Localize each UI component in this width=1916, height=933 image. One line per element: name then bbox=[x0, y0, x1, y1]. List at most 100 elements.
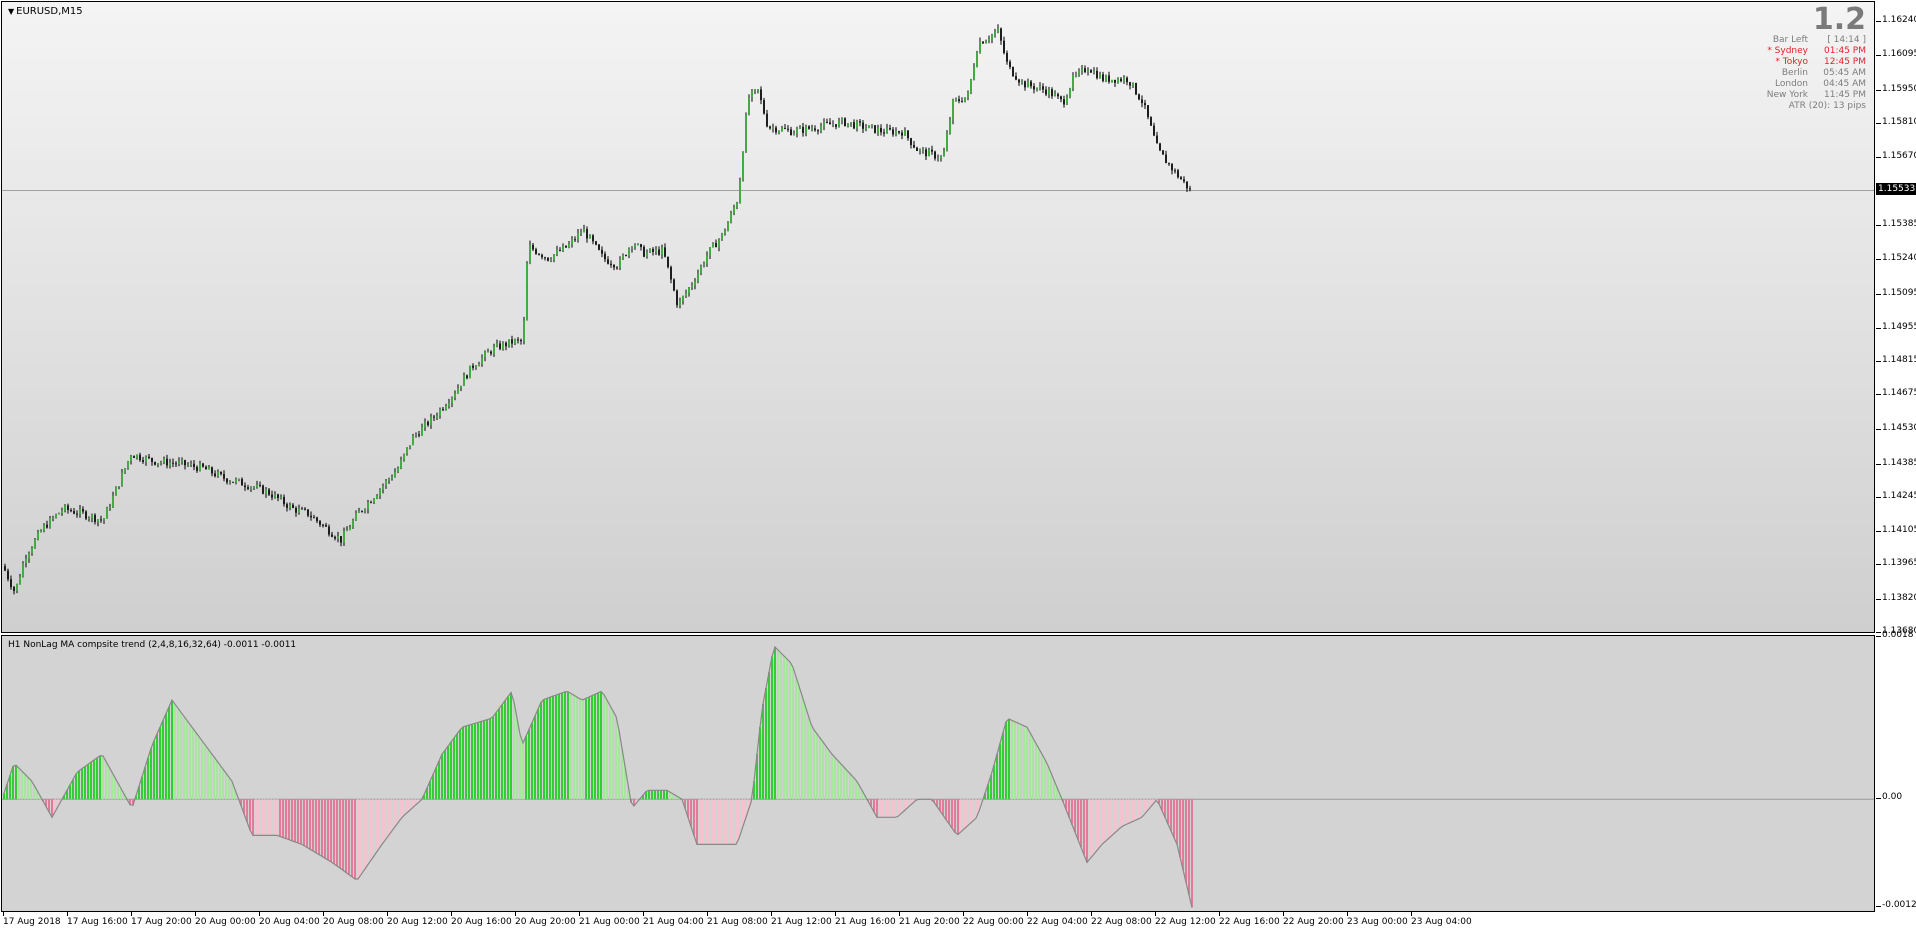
candle bbox=[733, 204, 735, 216]
time-label: 17 Aug 2018 bbox=[3, 917, 61, 927]
candle bbox=[736, 201, 738, 210]
candle bbox=[322, 523, 324, 528]
candle bbox=[82, 506, 84, 514]
candle bbox=[7, 568, 9, 582]
candle bbox=[100, 515, 102, 523]
candle bbox=[1108, 71, 1110, 84]
candle bbox=[529, 240, 531, 265]
candle bbox=[1012, 66, 1014, 77]
candle bbox=[280, 494, 282, 500]
candle bbox=[937, 154, 939, 162]
time-label: 22 Aug 12:00 bbox=[1155, 917, 1216, 927]
candle bbox=[667, 256, 669, 269]
candle bbox=[601, 246, 603, 258]
indicator-histogram bbox=[2, 645, 1874, 908]
price-tick bbox=[1876, 21, 1881, 22]
candle bbox=[1030, 79, 1032, 89]
time-tick bbox=[387, 912, 388, 916]
candle bbox=[22, 561, 24, 578]
time-label: 21 Aug 16:00 bbox=[835, 917, 896, 927]
candle bbox=[10, 575, 12, 590]
candle bbox=[712, 242, 714, 248]
candle bbox=[445, 403, 447, 411]
candle bbox=[994, 28, 996, 38]
time-label: 20 Aug 00:00 bbox=[195, 917, 256, 927]
candle bbox=[1006, 50, 1008, 65]
candle bbox=[1162, 150, 1164, 155]
candle bbox=[469, 365, 471, 379]
time-tick bbox=[323, 912, 324, 916]
candle bbox=[169, 458, 171, 469]
candle bbox=[298, 504, 300, 515]
dropdown-triangle-icon[interactable]: ▼ bbox=[8, 7, 15, 16]
time-label: 22 Aug 08:00 bbox=[1091, 917, 1152, 927]
candle bbox=[349, 524, 351, 531]
candle bbox=[613, 264, 615, 271]
candle bbox=[820, 122, 822, 134]
info-value: 01:45 PM bbox=[1824, 46, 1866, 56]
candle bbox=[1048, 86, 1050, 99]
candle bbox=[997, 24, 999, 34]
candle bbox=[859, 118, 861, 127]
candle bbox=[886, 123, 888, 134]
candle bbox=[1009, 59, 1011, 70]
candle bbox=[1042, 83, 1044, 94]
time-label: 20 Aug 12:00 bbox=[387, 917, 448, 927]
info-row: Bar Left [ 14:14 ] bbox=[1767, 35, 1866, 46]
candle bbox=[808, 125, 810, 130]
candle bbox=[874, 125, 876, 134]
price-label: 1.14385 bbox=[1882, 458, 1916, 468]
candle bbox=[400, 456, 402, 470]
candle bbox=[109, 503, 111, 511]
candle bbox=[217, 469, 219, 478]
time-tick bbox=[1027, 912, 1028, 916]
indicator-pane[interactable]: H1 NonLag MA compsite trend (2,4,8,16,32… bbox=[1, 635, 1875, 912]
candle bbox=[508, 339, 510, 348]
candle bbox=[1084, 65, 1086, 74]
candle bbox=[799, 125, 801, 130]
candle bbox=[286, 502, 288, 512]
price-chart-pane[interactable]: ▼ EURUSD,M15 1.2 Bar Left[ 14:14 ] * Sydne… bbox=[1, 1, 1875, 633]
candle bbox=[811, 124, 813, 132]
candle bbox=[1003, 36, 1005, 55]
candle bbox=[1057, 92, 1059, 100]
candle bbox=[760, 86, 762, 105]
indicator-tick bbox=[1876, 636, 1881, 637]
candle bbox=[751, 89, 753, 102]
candle bbox=[991, 33, 993, 44]
candle bbox=[319, 520, 321, 527]
indicator-tick bbox=[1876, 798, 1881, 799]
candle bbox=[550, 257, 552, 263]
candle bbox=[202, 462, 204, 468]
candle bbox=[637, 243, 639, 246]
candle bbox=[79, 504, 81, 518]
candle bbox=[928, 147, 930, 157]
candle bbox=[127, 460, 129, 470]
candle bbox=[394, 468, 396, 478]
candle bbox=[850, 122, 852, 127]
price-label: 1.15240 bbox=[1882, 253, 1916, 263]
candle bbox=[883, 128, 885, 137]
time-tick bbox=[67, 912, 68, 916]
candle bbox=[166, 454, 168, 469]
candle bbox=[28, 551, 30, 563]
candle bbox=[1180, 176, 1182, 180]
time-tick bbox=[515, 912, 516, 916]
candle bbox=[424, 418, 426, 431]
candle bbox=[163, 456, 165, 465]
candlestick-chart bbox=[2, 24, 1874, 595]
candle bbox=[514, 338, 516, 346]
candle bbox=[814, 125, 816, 132]
candle bbox=[1102, 71, 1104, 83]
candle bbox=[964, 97, 966, 103]
candle bbox=[622, 253, 624, 260]
candle bbox=[691, 282, 693, 291]
candle bbox=[475, 365, 477, 370]
candle bbox=[868, 125, 870, 129]
candle bbox=[685, 289, 687, 299]
candle bbox=[1174, 168, 1176, 174]
candle bbox=[769, 125, 771, 130]
candle bbox=[172, 458, 174, 468]
candle bbox=[979, 37, 981, 54]
candle bbox=[85, 510, 87, 521]
